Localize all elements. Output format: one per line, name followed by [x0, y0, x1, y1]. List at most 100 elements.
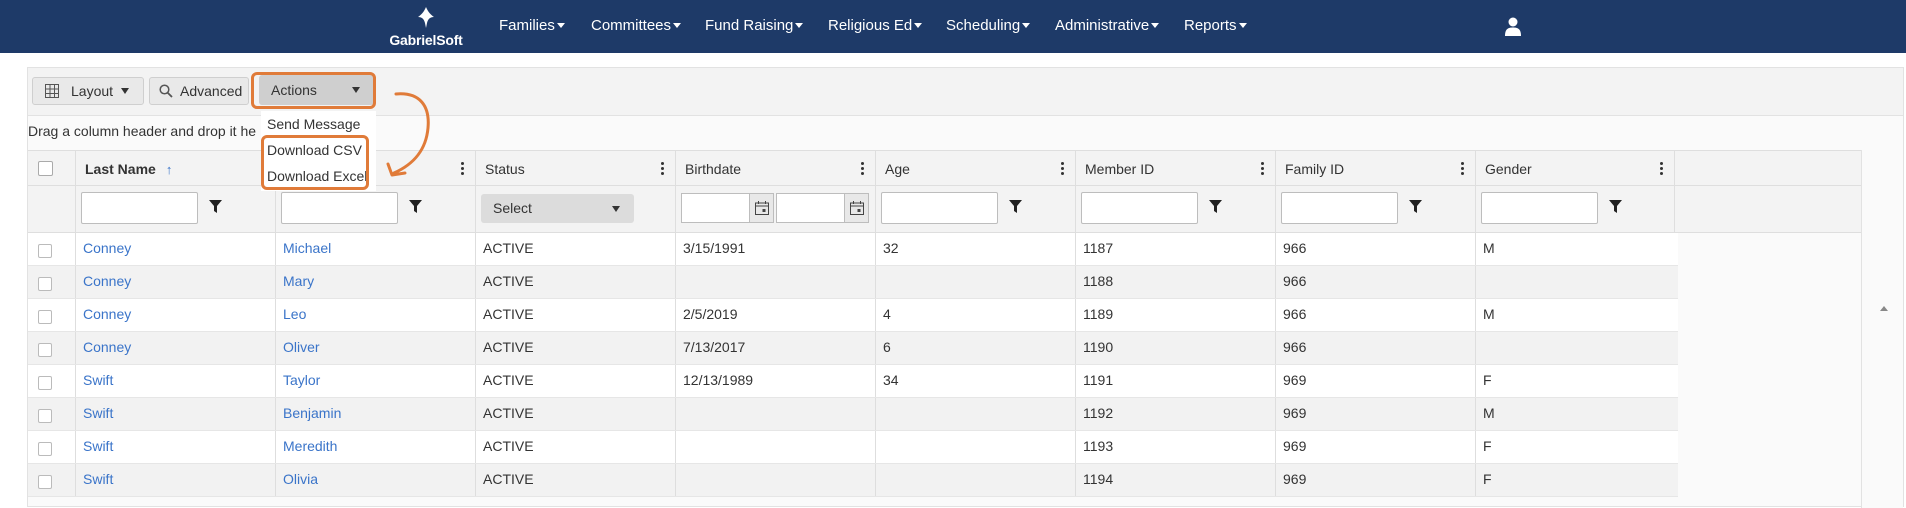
header-member-id-title: Member ID [1085, 161, 1155, 177]
table-row[interactable]: Swift Meredith ACTIVE 1193 969 F [28, 431, 1678, 464]
table-row[interactable]: Conney Leo ACTIVE 2/5/2019 4 1189 966 M [28, 299, 1678, 332]
last-name-filter-input[interactable] [81, 192, 198, 224]
header-gender[interactable]: Gender [1475, 151, 1675, 185]
first-name-cell[interactable]: Michael [275, 233, 475, 265]
nav-reports[interactable]: Reports [1184, 17, 1247, 34]
menu-item-download-csv[interactable]: Download CSV [267, 142, 362, 158]
caret-down-icon [914, 23, 923, 28]
caret-down-icon [673, 23, 682, 28]
status-cell: ACTIVE [475, 299, 675, 331]
table-row[interactable]: Swift Benjamin ACTIVE 1192 969 M [28, 398, 1678, 431]
filter-icon[interactable] [1009, 200, 1022, 214]
logo-wing-icon [418, 7, 434, 28]
brand-logo[interactable]: GabrielSoft [381, 4, 471, 50]
downloads-highlight-box [261, 135, 369, 190]
nav-religious-ed[interactable]: Religious Ed [828, 17, 923, 34]
header-family-id[interactable]: Family ID [1275, 151, 1475, 185]
filter-birthdate [675, 186, 875, 232]
row-checkbox[interactable] [38, 244, 52, 258]
actions-button[interactable]: Actions [259, 75, 374, 105]
table-row[interactable]: Swift Olivia ACTIVE 1194 969 F [28, 464, 1678, 497]
last-name-cell[interactable]: Conney [75, 266, 275, 298]
first-name-cell[interactable]: Meredith [275, 431, 475, 463]
birthdate-to-input[interactable] [776, 193, 869, 223]
row-checkbox[interactable] [38, 442, 52, 456]
header-status-title: Status [485, 161, 525, 177]
select-all-checkbox[interactable] [38, 161, 53, 176]
first-name-cell[interactable]: Olivia [275, 464, 475, 496]
calendar-button[interactable] [844, 194, 868, 222]
birthdate-cell: 2/5/2019 [675, 299, 875, 331]
birthdate-cell [675, 464, 875, 496]
layout-button[interactable]: Layout [32, 77, 144, 105]
gender-cell: M [1475, 398, 1678, 430]
header-age[interactable]: Age [875, 151, 1075, 185]
advanced-button[interactable]: Advanced [149, 77, 249, 105]
calendar-button[interactable] [749, 194, 773, 222]
first-name-cell[interactable]: Mary [275, 266, 475, 298]
family-id-filter-input[interactable] [1281, 192, 1398, 224]
nav-fund-raising[interactable]: Fund Raising [705, 17, 804, 34]
last-name-cell[interactable]: Swift [75, 365, 275, 397]
column-menu-icon[interactable] [1461, 162, 1465, 176]
filter-icon[interactable] [1609, 200, 1622, 214]
age-cell: 34 [875, 365, 1075, 397]
family-id-cell: 969 [1275, 431, 1475, 463]
table-row[interactable]: Conney Oliver ACTIVE 7/13/2017 6 1190 96… [28, 332, 1678, 365]
last-name-cell[interactable]: Conney [75, 233, 275, 265]
header-member-id[interactable]: Member ID [1075, 151, 1275, 185]
column-menu-icon[interactable] [1660, 162, 1664, 176]
first-name-filter-input[interactable] [281, 192, 398, 224]
user-icon[interactable] [1504, 17, 1522, 36]
table-row[interactable]: Conney Michael ACTIVE 3/15/1991 32 1187 … [28, 233, 1678, 266]
menu-item-download-excel[interactable]: Download Excel [267, 168, 368, 184]
vertical-scrollbar[interactable] [1861, 150, 1903, 508]
first-name-cell[interactable]: Oliver [275, 332, 475, 364]
header-status[interactable]: Status [475, 151, 675, 185]
last-name-cell[interactable]: Conney [75, 332, 275, 364]
column-menu-icon[interactable] [461, 162, 465, 176]
row-checkbox[interactable] [38, 376, 52, 390]
gender-filter-input[interactable] [1481, 192, 1598, 224]
age-cell [875, 398, 1075, 430]
column-menu-icon[interactable] [661, 162, 665, 176]
last-name-cell[interactable]: Swift [75, 431, 275, 463]
nav-families[interactable]: Families [499, 17, 565, 34]
first-name-cell[interactable]: Benjamin [275, 398, 475, 430]
filter-icon[interactable] [209, 200, 222, 214]
nav-committees-label: Committees [591, 17, 672, 34]
member-id-filter-input[interactable] [1081, 192, 1198, 224]
table-row[interactable]: Swift Taylor ACTIVE 12/13/1989 34 1191 9… [28, 365, 1678, 398]
header-birthdate[interactable]: Birthdate [675, 151, 875, 185]
menu-item-send-message[interactable]: Send Message [267, 116, 361, 132]
row-checkbox[interactable] [38, 343, 52, 357]
filter-icon[interactable] [1409, 200, 1422, 214]
header-last-name[interactable]: Last Name ↑ [75, 151, 275, 185]
row-checkbox[interactable] [38, 409, 52, 423]
filter-icon[interactable] [1209, 200, 1222, 214]
filter-icon[interactable] [409, 200, 422, 214]
table-row[interactable]: Conney Mary ACTIVE 1188 966 [28, 266, 1678, 299]
row-checkbox[interactable] [38, 277, 52, 291]
first-name-cell[interactable]: Taylor [275, 365, 475, 397]
nav-scheduling[interactable]: Scheduling [946, 17, 1031, 34]
column-menu-icon[interactable] [861, 162, 865, 176]
age-filter-input[interactable] [881, 192, 998, 224]
first-name-cell[interactable]: Leo [275, 299, 475, 331]
last-name-cell[interactable]: Conney [75, 299, 275, 331]
nav-committees[interactable]: Committees [591, 17, 682, 34]
group-hint-text: Drag a column header and drop it he [28, 123, 257, 139]
last-name-cell[interactable]: Swift [75, 464, 275, 496]
nav-administrative-label: Administrative [1055, 17, 1150, 34]
column-menu-icon[interactable] [1061, 162, 1065, 176]
member-id-cell: 1193 [1075, 431, 1275, 463]
column-menu-icon[interactable] [1261, 162, 1265, 176]
birthdate-from-input[interactable] [681, 193, 774, 223]
header-last-name-title: Last Name ↑ [85, 161, 172, 177]
nav-administrative[interactable]: Administrative [1055, 17, 1160, 34]
last-name-cell[interactable]: Swift [75, 398, 275, 430]
scroll-up-icon[interactable] [1880, 306, 1888, 311]
row-checkbox[interactable] [38, 310, 52, 324]
row-checkbox[interactable] [38, 475, 52, 489]
status-filter-select[interactable]: Select [481, 194, 634, 223]
